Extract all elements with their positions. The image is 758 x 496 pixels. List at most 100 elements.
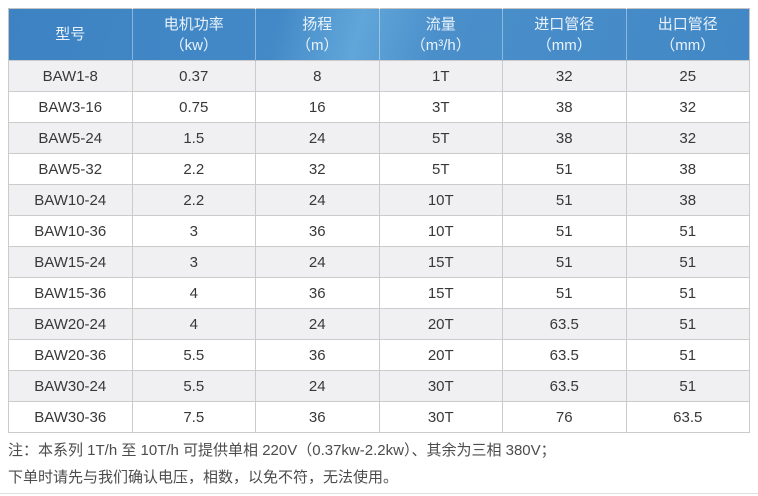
cell-flow: 30T [378, 401, 503, 433]
cell-model: BAW15-24 [8, 246, 133, 278]
cell-model: BAW15-36 [8, 277, 133, 309]
cell-inlet: 76 [502, 401, 627, 433]
table-row: BAW30-24 5.5 24 30T 63.5 51 [8, 370, 750, 402]
cell-flow: 15T [378, 246, 503, 278]
cell-flow: 5T [378, 153, 503, 185]
cell-head: 36 [255, 339, 380, 371]
cell-head: 36 [255, 277, 380, 309]
col-header-unit: （m³/h） [410, 36, 471, 54]
page-bottom-divider [0, 493, 758, 494]
cell-head: 24 [255, 308, 380, 340]
cell-model: BAW30-36 [8, 401, 133, 433]
cell-model: BAW5-32 [8, 153, 133, 185]
table-row: BAW5-32 2.2 32 5T 51 38 [8, 153, 750, 185]
col-header-outlet: 出口管径 （mm） [625, 8, 750, 61]
table-row: BAW10-24 2.2 24 10T 51 38 [8, 184, 750, 216]
col-header-head: 扬程 （m） [255, 8, 379, 61]
cell-outlet: 51 [625, 277, 750, 309]
cell-inlet: 51 [502, 184, 627, 216]
cell-outlet: 32 [625, 122, 750, 154]
cell-power: 3 [131, 246, 256, 278]
cell-power: 4 [131, 308, 256, 340]
cell-head: 16 [255, 91, 380, 123]
col-header-power: 电机功率 （kw） [131, 8, 256, 61]
cell-power: 2.2 [131, 153, 256, 185]
cell-power: 1.5 [131, 122, 256, 154]
cell-power: 7.5 [131, 401, 256, 433]
cell-model: BAW30-24 [8, 370, 133, 402]
col-header-label: 型号 [55, 26, 86, 43]
footnote-line-2: 下单时请先与我们确认电压，相数，以免不符，无法使用。 [8, 469, 399, 486]
col-header-label: 出口管径 [657, 15, 718, 33]
cell-model: BAW20-36 [8, 339, 133, 371]
table-body: BAW1-8 0.37 8 1T 32 25 BAW3-16 0.75 16 3… [8, 60, 750, 433]
cell-model: BAW3-16 [8, 91, 133, 123]
table-row: BAW20-36 5.5 36 20T 63.5 51 [8, 339, 750, 371]
table-row: BAW10-36 3 36 10T 51 51 [8, 215, 750, 247]
cell-flow: 20T [378, 308, 503, 340]
cell-inlet: 38 [502, 122, 627, 154]
cell-flow: 15T [378, 277, 503, 309]
table-row: BAW20-24 4 24 20T 63.5 51 [8, 308, 750, 340]
cell-flow: 1T [378, 60, 503, 92]
table-row: BAW1-8 0.37 8 1T 32 25 [8, 60, 750, 92]
col-header-inlet: 进口管径 （mm） [502, 8, 626, 61]
footnote-line-1: 注：本系列 1T/h 至 10T/h 可提供单相 220V（0.37kw-2.2… [8, 442, 556, 459]
cell-head: 8 [255, 60, 380, 92]
cell-outlet: 38 [625, 184, 750, 216]
cell-head: 32 [255, 153, 380, 185]
cell-outlet: 51 [625, 370, 750, 402]
table-row: BAW15-24 3 24 15T 51 51 [8, 246, 750, 278]
footnote: 注：本系列 1T/h 至 10T/h 可提供单相 220V（0.37kw-2.2… [8, 437, 750, 491]
cell-inlet: 63.5 [502, 308, 627, 340]
cell-power: 2.2 [131, 184, 256, 216]
col-header-unit: （kw） [169, 36, 218, 54]
col-header-flow: 流量 （m³/h） [378, 8, 503, 61]
cell-outlet: 51 [625, 215, 750, 247]
cell-inlet: 63.5 [502, 339, 627, 371]
cell-inlet: 51 [502, 215, 627, 247]
cell-inlet: 63.5 [502, 370, 627, 402]
cell-outlet: 32 [625, 91, 750, 123]
cell-flow: 20T [378, 339, 503, 371]
cell-head: 36 [255, 401, 380, 433]
cell-power: 4 [131, 277, 256, 309]
cell-outlet: 51 [625, 339, 750, 371]
cell-power: 0.75 [131, 91, 256, 123]
cell-flow: 30T [378, 370, 503, 402]
cell-power: 5.5 [131, 370, 256, 402]
cell-power: 5.5 [131, 339, 256, 371]
cell-inlet: 51 [502, 246, 627, 278]
col-header-unit: （mm） [660, 36, 716, 54]
col-header-label: 进口管径 [534, 15, 595, 33]
cell-flow: 5T [378, 122, 503, 154]
cell-model: BAW1-8 [8, 60, 133, 92]
cell-flow: 10T [378, 184, 503, 216]
cell-outlet: 51 [625, 308, 750, 340]
table-row: BAW5-24 1.5 24 5T 38 32 [8, 122, 750, 154]
col-header-unit: （m） [296, 36, 339, 54]
col-header-model: 型号 [9, 9, 133, 61]
cell-outlet: 51 [625, 246, 750, 278]
cell-flow: 10T [378, 215, 503, 247]
header-row: 型号 电机功率 （kw） 扬程 （m） 流量 （m³/h） 进口管径 （mm） [8, 8, 750, 61]
pump-spec-table: 型号 电机功率 （kw） 扬程 （m） 流量 （m³/h） 进口管径 （mm） [8, 8, 750, 433]
cell-power: 0.37 [131, 60, 256, 92]
cell-head: 24 [255, 246, 380, 278]
cell-head: 36 [255, 215, 380, 247]
cell-outlet: 25 [625, 60, 750, 92]
cell-model: BAW10-24 [8, 184, 133, 216]
cell-model: BAW5-24 [8, 122, 133, 154]
col-header-label: 电机功率 [163, 15, 224, 33]
cell-head: 24 [255, 122, 380, 154]
col-header-label: 扬程 [302, 15, 333, 33]
table-header: 型号 电机功率 （kw） 扬程 （m） 流量 （m³/h） 进口管径 （mm） [8, 8, 750, 61]
col-header-unit: （mm） [536, 36, 592, 54]
col-header-label: 流量 [425, 15, 456, 33]
cell-flow: 3T [378, 91, 503, 123]
table-row: BAW30-36 7.5 36 30T 76 63.5 [8, 401, 750, 433]
cell-model: BAW10-36 [8, 215, 133, 247]
cell-head: 24 [255, 184, 380, 216]
cell-inlet: 38 [502, 91, 627, 123]
